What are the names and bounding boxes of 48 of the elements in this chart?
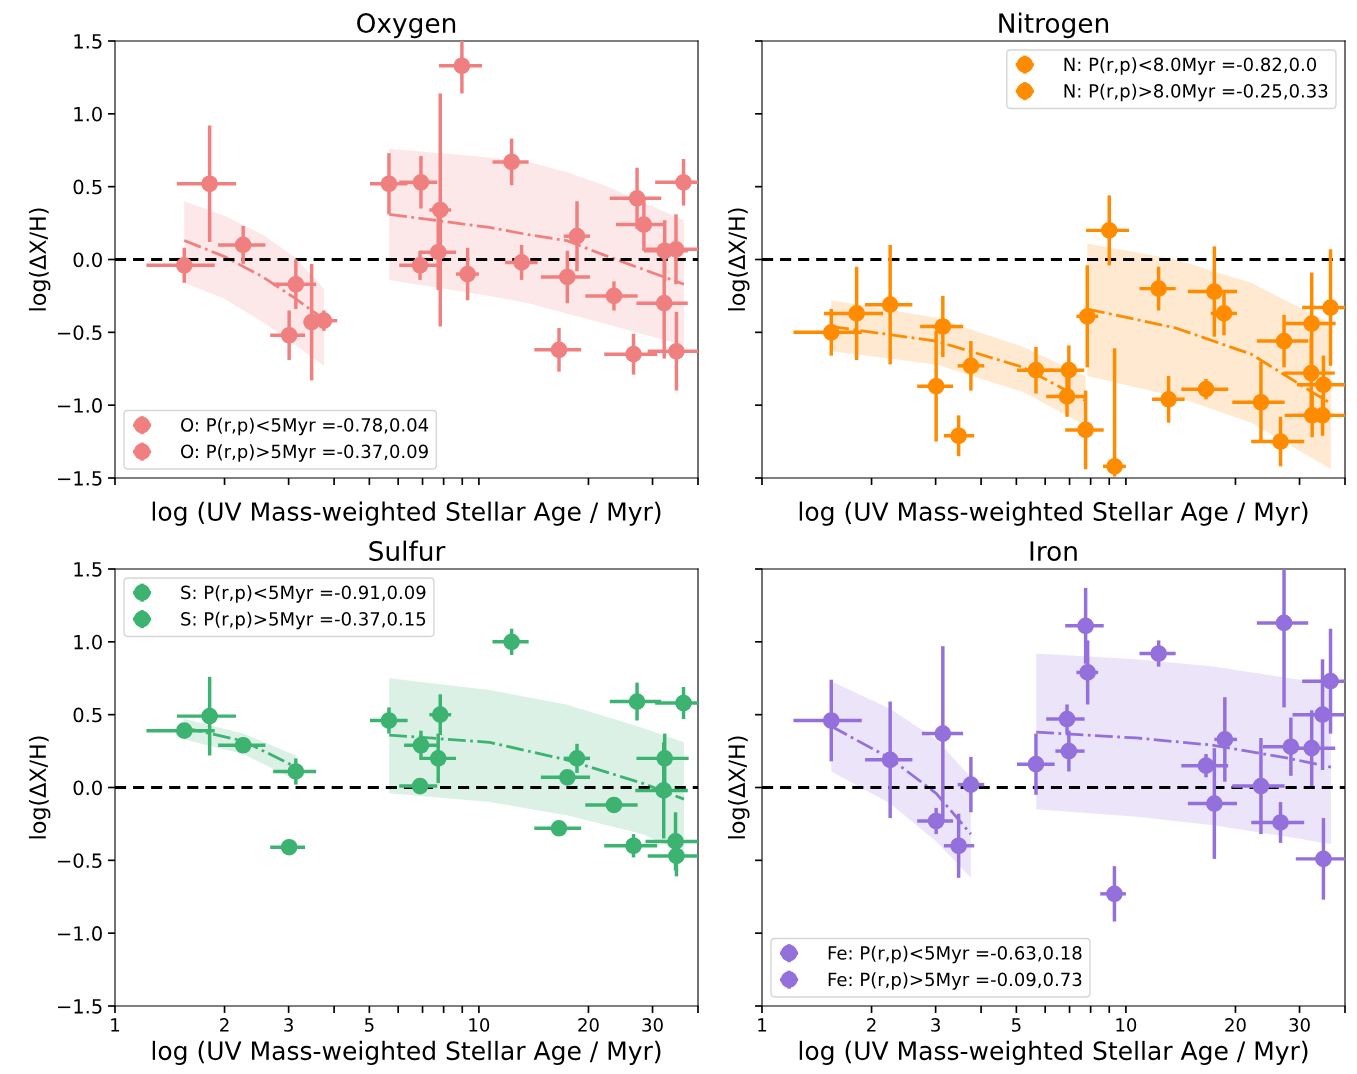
y-tick-label: −1.0 [58, 926, 102, 941]
legend-label: N: P(r,p)<8.0Myr =-0.82,0.0 [1064, 57, 1317, 75]
legend-label: N: P(r,p)>8.0Myr =-0.25,0.33 [1064, 83, 1328, 102]
x-tick-label: 1 [758, 1018, 767, 1032]
x-tick-label: 2 [867, 1018, 876, 1032]
x-tick-label: 3 [284, 1018, 293, 1032]
x-tick-label: 10 [469, 1018, 490, 1032]
chart-title: Iron [1030, 541, 1077, 562]
x-tick-label: 1 [111, 1018, 120, 1032]
x-tick-label: 30 [1289, 1018, 1310, 1032]
x-axis-title: log (UV Mass-weighted Stellar Age / Myr) [799, 501, 1308, 526]
x-tick-label: 5 [1012, 1018, 1021, 1032]
y-axis-title: log(ΔX/H) [727, 736, 750, 839]
legend-label: Fe: P(r,p)>5Myr =-0.09,0.73 [828, 972, 1082, 990]
x-tick-label: 20 [578, 1018, 599, 1032]
y-tick-label: 1.0 [74, 106, 102, 122]
x-tick-label: 5 [365, 1018, 374, 1032]
y-tick-label: 0.0 [73, 780, 102, 796]
x-tick-label: 3 [931, 1018, 940, 1032]
chart-title: Oxygen [357, 13, 456, 39]
legend-label: Fe: P(r,p)<5Myr =-0.63,0.18 [828, 945, 1082, 964]
x-axis-title: log (UV Mass-weighted Stellar Age / Myr) [152, 501, 661, 526]
x-axis-title: log (UV Mass-weighted Stellar Age / Myr) [799, 1040, 1308, 1066]
y-tick-label: 0.5 [73, 179, 102, 195]
y-tick-label: 0.0 [73, 252, 102, 268]
x-tick-label: 2 [220, 1018, 229, 1032]
legend-label: O: P(r,p)<5Myr =-0.78,0.04 [181, 417, 429, 436]
legend-label: S: P(r,p)<5Myr =-0.91,0.09 [181, 585, 426, 603]
x-axis-title: log (UV Mass-weighted Stellar Age / Myr) [152, 1040, 661, 1066]
legend-label: O: P(r,p)>5Myr =-0.37,0.09 [181, 444, 428, 462]
x-tick-label: 30 [642, 1018, 663, 1032]
y-axis-title: log(ΔX/H) [727, 208, 750, 311]
y-tick-label: −1.5 [58, 999, 102, 1014]
y-tick-label: 0.5 [73, 707, 102, 723]
y-tick-label: −1.0 [58, 398, 102, 413]
x-tick-label: 10 [1116, 1018, 1137, 1032]
chart-title: Nitrogen [999, 12, 1109, 39]
y-tick-label: 1.5 [74, 562, 102, 577]
chart-title: Sulfur [369, 540, 446, 562]
y-tick-label: 1.5 [74, 34, 102, 49]
y-tick-label: −0.5 [58, 325, 102, 340]
x-tick-label: 20 [1225, 1018, 1246, 1032]
y-axis-title: log(ΔX/H) [28, 736, 51, 839]
y-tick-label: 1.0 [74, 634, 102, 650]
legend-label: S: P(r,p)>5Myr =-0.37,0.15 [181, 611, 426, 630]
y-axis-title: log(ΔX/H) [28, 208, 51, 311]
y-tick-label: −1.5 [58, 471, 102, 486]
y-tick-label: −0.5 [58, 853, 102, 868]
